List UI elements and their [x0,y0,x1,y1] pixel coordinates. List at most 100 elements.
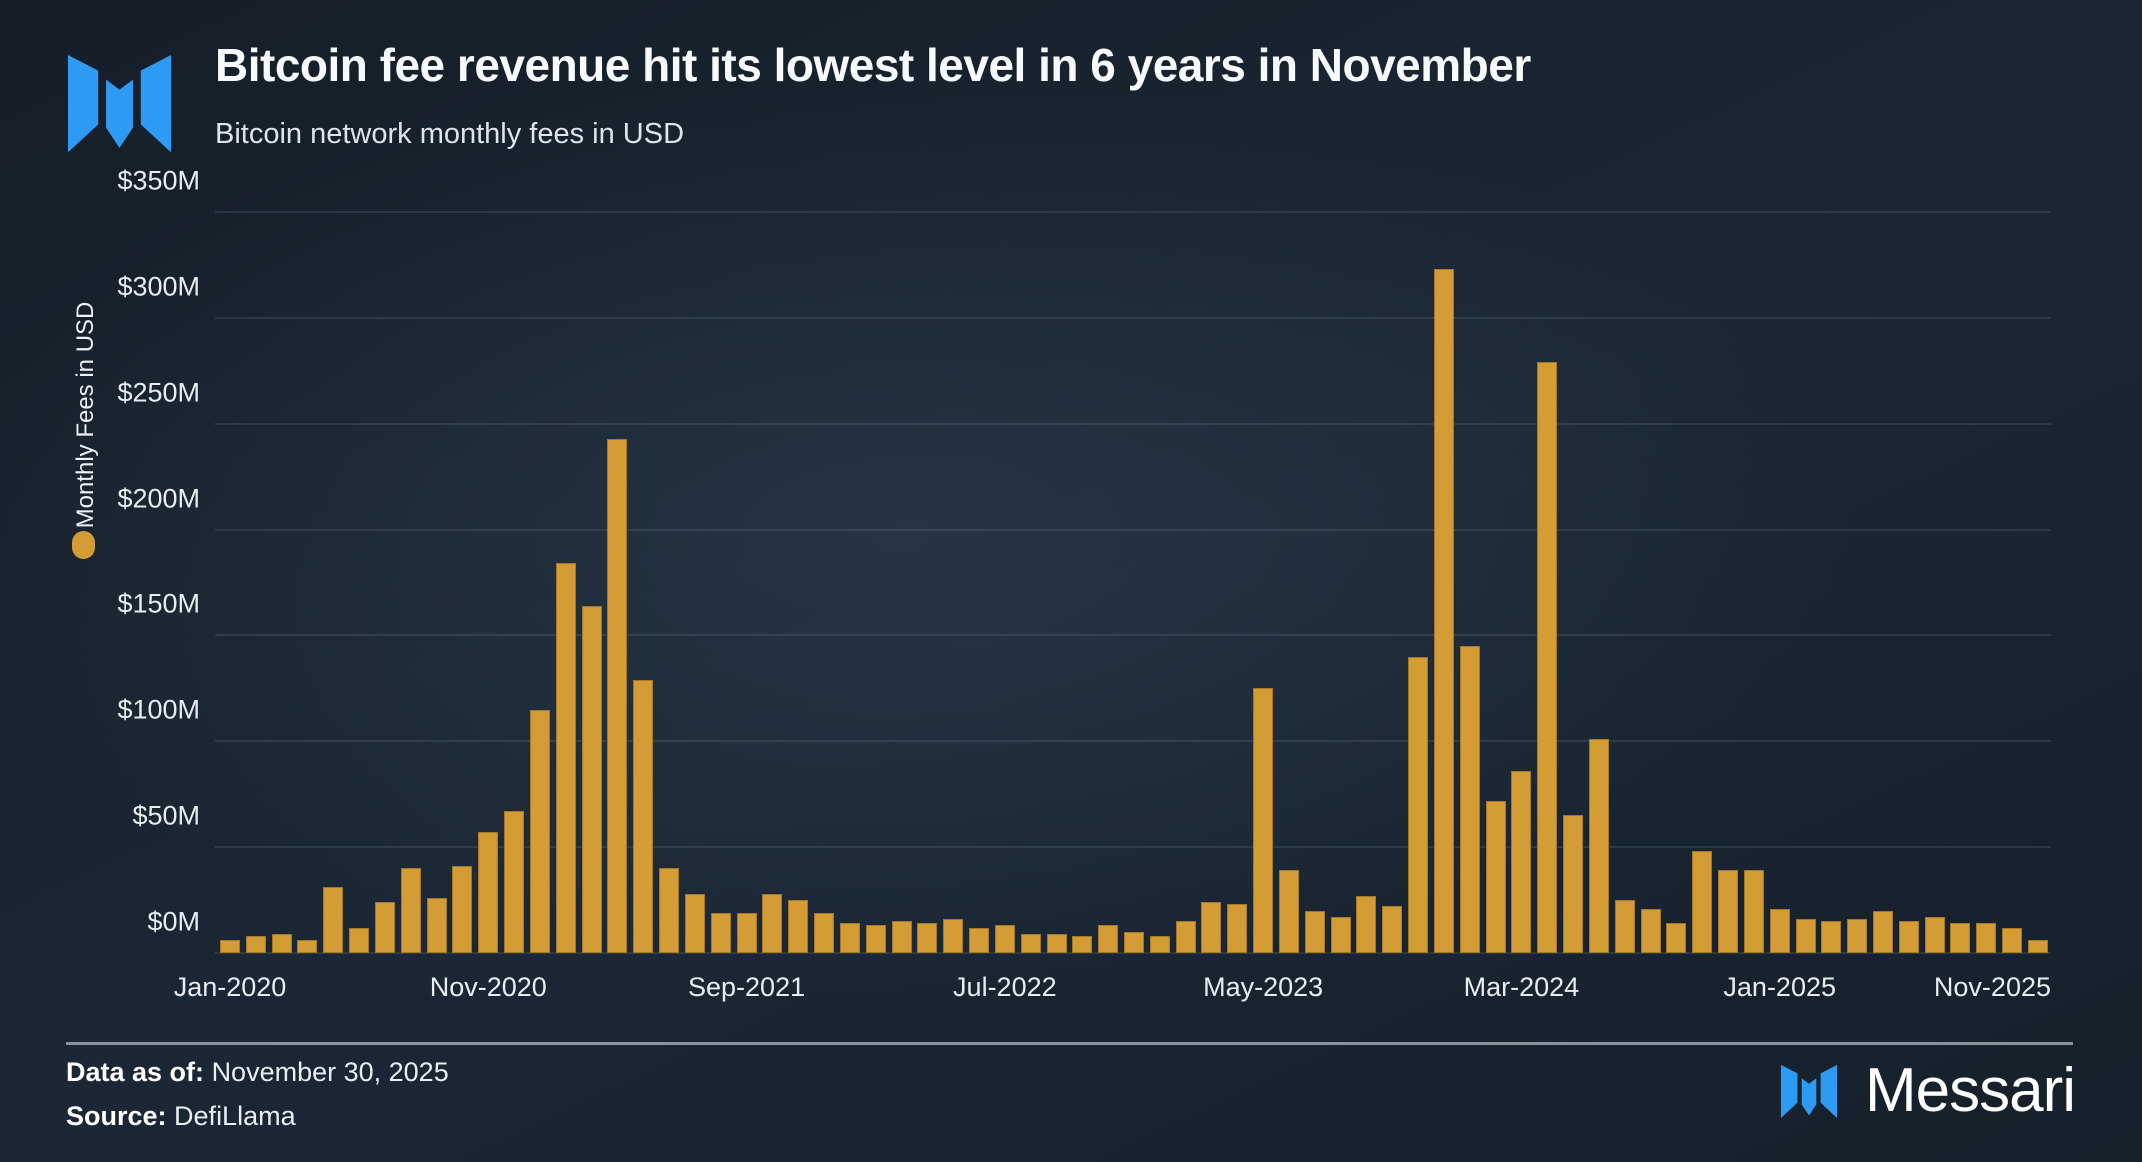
bar[interactable] [297,940,318,953]
bar[interactable] [1020,933,1041,953]
bar[interactable] [1459,646,1480,953]
bar[interactable] [1408,656,1429,953]
bar[interactable] [1098,925,1119,953]
messari-logo-icon [67,54,172,153]
x-tick-label: Jan-2020 [173,972,287,1002]
bar[interactable] [1847,919,1868,953]
bar[interactable] [1614,900,1635,953]
legend-marker [72,531,95,559]
bar[interactable] [1304,910,1325,953]
y-tick-label: $0M [147,906,200,937]
bar[interactable] [1253,688,1274,953]
y-tick-label: $100M [117,694,200,725]
bar[interactable] [1485,800,1506,953]
bar[interactable] [891,921,912,953]
bar[interactable] [1201,902,1222,953]
bar[interactable] [839,923,860,953]
bar[interactable] [1821,921,1842,953]
bar[interactable] [1356,895,1377,953]
bar[interactable] [400,868,421,953]
gridline [215,952,2051,954]
bar[interactable] [374,902,395,953]
bar[interactable] [1950,923,1971,953]
bar[interactable] [1873,910,1893,953]
bar[interactable] [1743,870,1764,953]
bar[interactable] [1227,904,1248,953]
bar[interactable] [1976,923,1997,953]
x-tick-label: Mar-2024 [1463,972,1580,1002]
data-as-of-label: Data as of: [66,1057,205,1087]
bar[interactable] [1924,917,1945,953]
bar[interactable] [1433,269,1454,953]
bar[interactable] [917,923,938,953]
bar[interactable] [607,438,628,953]
bar[interactable] [1795,919,1816,953]
bar[interactable] [1511,770,1532,953]
data-as-of-value: November 30, 2025 [211,1057,449,1087]
bar[interactable] [1046,933,1067,953]
bar[interactable] [1149,936,1170,953]
footer-divider [66,1042,2073,1045]
page-subtitle: Bitcoin network monthly fees in USD [215,118,685,150]
bar[interactable] [1382,906,1403,953]
bar[interactable] [865,925,886,953]
bar[interactable] [529,709,550,953]
y-axis-title: Monthly Fees in USD [72,301,99,529]
bar[interactable] [943,919,964,953]
messari-footer-logo-icon [1780,1064,1838,1118]
gridline [215,740,2051,742]
y-axis-labels: $0M $50M $100M $150M $200M $250M $300M $350M [0,166,200,953]
bar[interactable] [1692,851,1713,953]
bar[interactable] [814,912,835,953]
bar[interactable] [1278,870,1299,953]
bar[interactable] [1563,815,1584,953]
source-label: Source: [66,1101,167,1131]
bar[interactable] [426,897,447,953]
bar[interactable] [1640,908,1661,953]
bar[interactable] [323,887,344,953]
bar[interactable] [2002,927,2023,953]
bar[interactable] [1175,921,1196,953]
bar[interactable] [994,925,1015,953]
bar[interactable] [220,940,240,953]
bar[interactable] [1123,931,1144,953]
gridline [215,423,2051,425]
bar[interactable] [1718,870,1739,953]
bar[interactable] [1666,923,1687,953]
brand-block: Messari [1777,1056,2076,1125]
x-tick-label: Nov-2020 [429,972,547,1002]
bar[interactable] [1588,739,1609,953]
bar[interactable] [2027,940,2048,953]
bar[interactable] [271,933,292,953]
bar[interactable] [1898,921,1919,953]
bar[interactable] [736,912,757,953]
bar[interactable] [349,927,370,953]
messari-wordmark: Messari [1864,1056,2076,1125]
bar[interactable] [245,936,266,953]
bar[interactable] [581,605,602,953]
bar[interactable] [452,866,473,953]
bar[interactable] [478,832,499,953]
bar[interactable] [633,679,654,953]
bar[interactable] [1537,362,1558,953]
bar[interactable] [504,811,525,953]
data-as-of: Data as of: November 30, 2025 [66,1057,449,1088]
bar[interactable] [1330,917,1351,953]
bar[interactable] [710,912,731,953]
bar[interactable] [1769,908,1790,953]
bar[interactable] [555,563,576,953]
bar[interactable] [969,927,990,953]
x-tick-label: Jan-2025 [1723,972,1836,1002]
grid-container [215,211,2051,954]
bar[interactable] [659,868,680,953]
x-tick-label: Sep-2021 [688,972,806,1002]
bar[interactable] [1072,936,1093,953]
gridline [215,846,2051,848]
bar[interactable] [684,893,705,953]
bar[interactable] [762,893,783,953]
x-tick-label: May-2023 [1203,972,1324,1002]
y-tick-label: $250M [117,377,200,408]
x-tick-label: Jul-2022 [953,972,1057,1002]
bar[interactable] [788,900,809,953]
